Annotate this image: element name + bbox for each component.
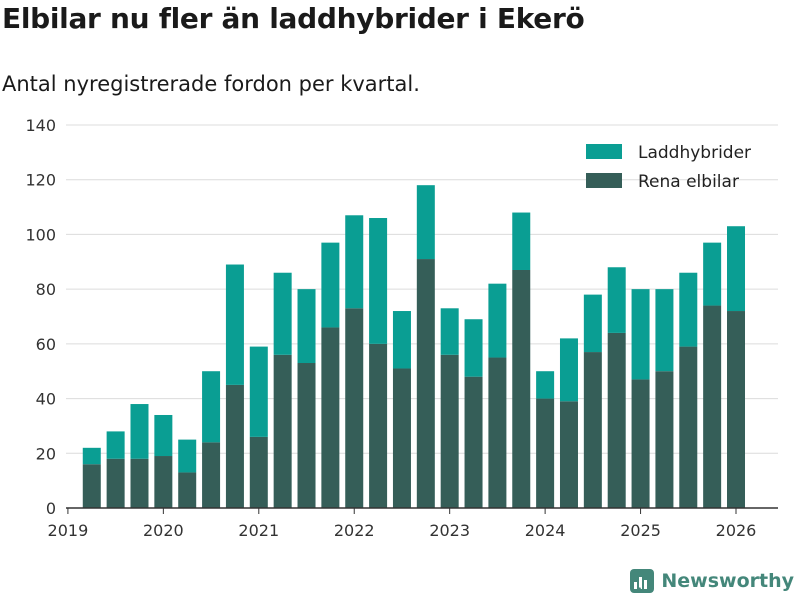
legend-label: Laddhybrider bbox=[638, 143, 751, 163]
bar-rena-elbilar bbox=[440, 354, 459, 508]
bar-rena-elbilar bbox=[416, 259, 435, 508]
x-tick-label: 2023 bbox=[429, 521, 470, 540]
bar-laddhybrider bbox=[631, 289, 650, 380]
bar-rena-elbilar bbox=[225, 384, 244, 508]
x-tick-label: 2022 bbox=[334, 521, 375, 540]
bar-rena-elbilar bbox=[607, 332, 626, 508]
brand-name: Newsworthy bbox=[661, 570, 794, 592]
bar-laddhybrider bbox=[225, 264, 244, 385]
bar-laddhybrider bbox=[297, 289, 316, 364]
newsworthy-logo-icon bbox=[630, 569, 655, 593]
bar-laddhybrider bbox=[106, 431, 125, 459]
legend-swatch bbox=[586, 173, 622, 188]
bar-rena-elbilar bbox=[703, 305, 722, 508]
bar-rena-elbilar bbox=[727, 311, 746, 508]
bar-rena-elbilar bbox=[464, 376, 483, 508]
bar-laddhybrider bbox=[679, 272, 698, 347]
bar-laddhybrider bbox=[512, 212, 531, 270]
bar-rena-elbilar bbox=[273, 354, 292, 508]
y-tick-label: 120 bbox=[25, 171, 56, 190]
bar-rena-elbilar bbox=[202, 442, 221, 508]
bar-rena-elbilar bbox=[345, 308, 364, 508]
bar-laddhybrider bbox=[130, 404, 149, 459]
bar-laddhybrider bbox=[82, 447, 101, 465]
brand: Newsworthy bbox=[629, 568, 794, 594]
bar-rena-elbilar bbox=[512, 269, 531, 508]
y-tick-label: 20 bbox=[36, 444, 56, 463]
x-tick-label: 2026 bbox=[716, 521, 757, 540]
y-tick-label: 0 bbox=[46, 499, 56, 518]
bar-laddhybrider bbox=[607, 267, 626, 333]
bar-laddhybrider bbox=[727, 226, 746, 312]
bar-laddhybrider bbox=[536, 371, 555, 399]
bar-rena-elbilar bbox=[106, 458, 125, 508]
x-tick-label: 2020 bbox=[143, 521, 184, 540]
y-tick-label: 80 bbox=[36, 280, 56, 299]
bar-laddhybrider bbox=[321, 242, 340, 328]
bar-laddhybrider bbox=[583, 294, 602, 353]
legend-swatch bbox=[586, 144, 622, 159]
x-tick-label: 2021 bbox=[238, 521, 279, 540]
bar-laddhybrider bbox=[416, 185, 435, 260]
x-tick-label: 2025 bbox=[620, 521, 661, 540]
bar-laddhybrider bbox=[369, 218, 388, 344]
bar-laddhybrider bbox=[154, 414, 173, 457]
bar-rena-elbilar bbox=[488, 357, 507, 508]
bar-rena-elbilar bbox=[583, 352, 602, 508]
bar-laddhybrider bbox=[202, 371, 221, 443]
bar-laddhybrider bbox=[559, 338, 578, 402]
bar-laddhybrider bbox=[488, 283, 507, 358]
bar-laddhybrider bbox=[655, 289, 674, 372]
bar-laddhybrider bbox=[440, 308, 459, 355]
y-tick-label: 100 bbox=[25, 225, 56, 244]
bar-laddhybrider bbox=[464, 319, 483, 377]
bar-laddhybrider bbox=[249, 346, 268, 437]
stacked-bar-chart: 0 20 40 60 80 100 120 140 2019 2020 2021 2022 2023 20… bbox=[25, 116, 778, 540]
bar-rena-elbilar bbox=[82, 464, 101, 508]
bar-laddhybrider bbox=[392, 311, 411, 369]
page-title: Elbilar nu fler än laddhybrider i Ekerö bbox=[2, 2, 585, 35]
bar-rena-elbilar bbox=[392, 368, 411, 508]
bar-rena-elbilar bbox=[679, 346, 698, 508]
bar-rena-elbilar bbox=[178, 472, 197, 508]
bar-rena-elbilar bbox=[297, 363, 316, 508]
x-tick-label: 2019 bbox=[48, 521, 89, 540]
x-tick-label: 2024 bbox=[525, 521, 566, 540]
bar-laddhybrider bbox=[178, 439, 197, 473]
bar-laddhybrider bbox=[345, 215, 364, 309]
y-tick-label: 40 bbox=[36, 390, 56, 409]
bar-rena-elbilar bbox=[249, 436, 268, 508]
bar-rena-elbilar bbox=[321, 327, 340, 508]
page-subtitle: Antal nyregistrerade fordon per kvartal. bbox=[2, 72, 420, 96]
bar-rena-elbilar bbox=[130, 458, 149, 508]
bar-rena-elbilar bbox=[369, 343, 388, 508]
bar-rena-elbilar bbox=[154, 456, 173, 508]
bar-laddhybrider bbox=[273, 272, 292, 355]
bar-rena-elbilar bbox=[536, 398, 555, 508]
bar-laddhybrider bbox=[703, 242, 722, 306]
bar-rena-elbilar bbox=[631, 379, 650, 508]
legend-label: Rena elbilar bbox=[638, 172, 739, 192]
bar-rena-elbilar bbox=[559, 401, 578, 508]
y-tick-label: 60 bbox=[36, 335, 56, 354]
y-tick-label: 140 bbox=[25, 116, 56, 135]
bar-rena-elbilar bbox=[655, 371, 674, 508]
